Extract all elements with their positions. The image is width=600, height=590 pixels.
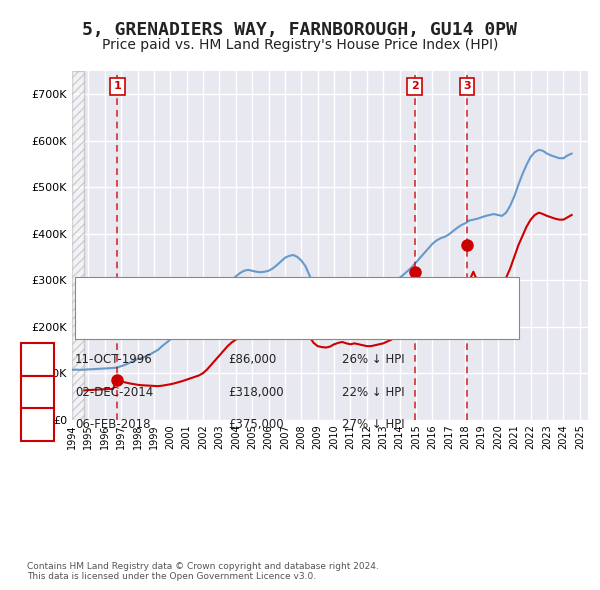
Text: 2: 2 <box>34 386 42 399</box>
Text: 3: 3 <box>34 418 42 431</box>
Text: Contains HM Land Registry data © Crown copyright and database right 2024.
This d: Contains HM Land Registry data © Crown c… <box>27 562 379 581</box>
Text: 11-OCT-1996: 11-OCT-1996 <box>75 353 153 366</box>
Text: 1: 1 <box>113 81 121 91</box>
Text: 3: 3 <box>463 81 470 91</box>
Text: Price paid vs. HM Land Registry's House Price Index (HPI): Price paid vs. HM Land Registry's House … <box>102 38 498 53</box>
Text: 06-FEB-2018: 06-FEB-2018 <box>75 418 151 431</box>
Text: 5, GRENADIERS WAY, FARNBOROUGH, GU14 0PW: 5, GRENADIERS WAY, FARNBOROUGH, GU14 0PW <box>83 21 517 39</box>
Text: 02-DEC-2014: 02-DEC-2014 <box>75 386 153 399</box>
Text: 1: 1 <box>34 353 42 366</box>
Bar <box>72 71 84 419</box>
Text: 27% ↓ HPI: 27% ↓ HPI <box>342 418 404 431</box>
Text: £318,000: £318,000 <box>228 386 284 399</box>
Text: £86,000: £86,000 <box>228 353 276 366</box>
Text: £375,000: £375,000 <box>228 418 284 431</box>
Text: 5, GRENADIERS WAY, FARNBOROUGH, GU14 0PW (detached house): 5, GRENADIERS WAY, FARNBOROUGH, GU14 0PW… <box>123 289 474 299</box>
Text: 22% ↓ HPI: 22% ↓ HPI <box>342 386 404 399</box>
Text: 26% ↓ HPI: 26% ↓ HPI <box>342 353 404 366</box>
Text: HPI: Average price, detached house, Rushmoor: HPI: Average price, detached house, Rush… <box>123 309 368 319</box>
Text: 2: 2 <box>410 81 418 91</box>
